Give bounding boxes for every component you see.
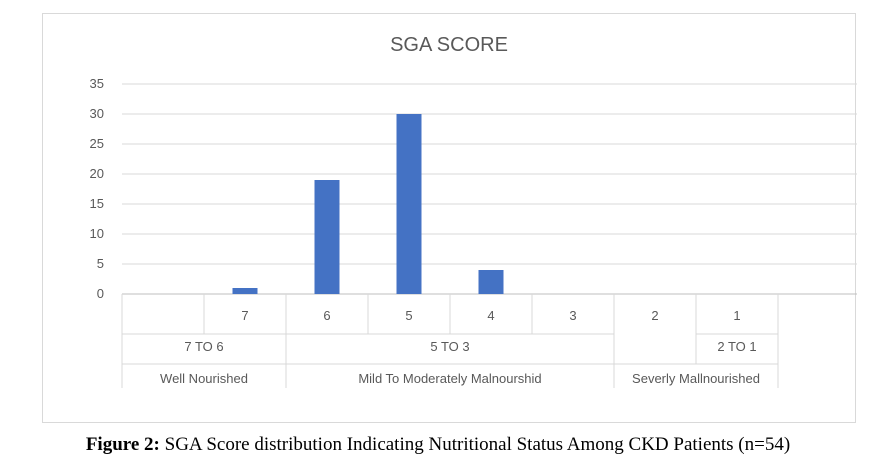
status-group-label: Mild To Moderately Malnourshid	[358, 371, 541, 386]
status-group-label: Severly Mallnourished	[632, 371, 760, 386]
score-group-label: 7 TO 6	[184, 339, 223, 354]
y-tick-label: 30	[90, 106, 104, 121]
caption-prefix: Figure 2:	[85, 434, 160, 455]
caption-text: SGA Score distribution Indicating Nutrit…	[159, 434, 791, 455]
status-group-label: Well Nourished	[160, 371, 248, 386]
y-axis-ticks: 0 5 10 15 20 25 30 35	[90, 76, 104, 301]
y-tick-label: 20	[90, 166, 104, 181]
y-tick-label: 5	[97, 256, 104, 271]
bar-7	[232, 288, 258, 294]
chart-frame	[42, 13, 856, 423]
figure-caption: Figure 2: SGA Score distribution Indicat…	[0, 434, 876, 456]
x-tick-label: 6	[323, 308, 330, 323]
bars	[232, 114, 504, 294]
y-tick-label: 35	[90, 76, 104, 91]
y-tick-label: 25	[90, 136, 104, 151]
y-tick-label: 0	[97, 286, 104, 301]
x-tick-label: 2	[651, 308, 658, 323]
x-tick-label: 1	[733, 308, 740, 323]
chart-title: SGA SCORE	[390, 34, 508, 56]
bar-5	[396, 114, 422, 294]
sga-score-chart: SGA SCORE 0 5 10 15 20 25 30 35 7 6 5 4 3 2 1 7 TO 6 5 …	[90, 34, 857, 388]
bar-4	[478, 270, 504, 294]
score-group-label: 5 TO 3	[430, 339, 469, 354]
y-tick-label: 15	[90, 196, 104, 211]
score-group-label: 2 TO 1	[717, 339, 756, 354]
y-tick-label: 10	[90, 226, 104, 241]
x-tick-label: 4	[487, 308, 494, 323]
x-tick-label: 3	[569, 308, 576, 323]
gridlines	[122, 83, 857, 295]
x-tick-label: 7	[241, 308, 248, 323]
bar-6	[314, 180, 340, 294]
x-axis-table: 7 6 5 4 3 2 1 7 TO 6 5 TO 3 2 TO 1 Well Nourished M…	[121, 294, 779, 388]
x-tick-label: 5	[405, 308, 412, 323]
